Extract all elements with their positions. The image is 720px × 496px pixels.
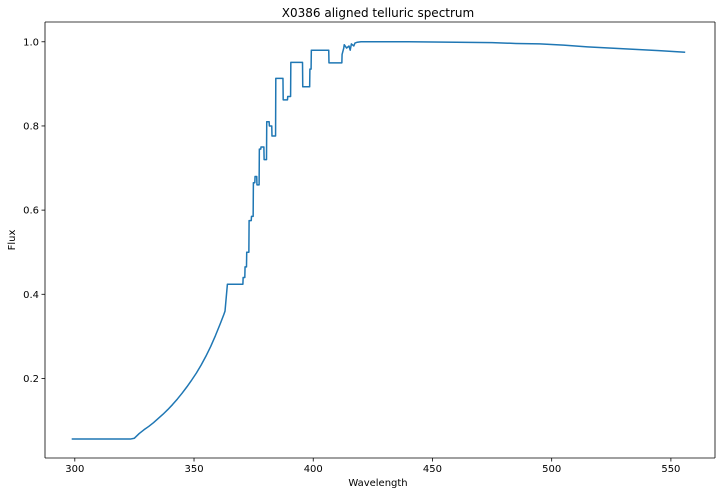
x-tick-label: 550 bbox=[661, 464, 680, 475]
y-axis-ticks: 0.2 0.4 0.6 0.8 1.0 bbox=[23, 37, 45, 385]
series-line bbox=[71, 41, 686, 440]
x-tick-label: 300 bbox=[65, 464, 84, 475]
x-tick-label: 500 bbox=[542, 464, 561, 475]
plot-area: 300 350 400 450 500 550 0.2 0.4 0.6 0.8 1.0 bbox=[23, 21, 716, 475]
y-tick-label: 0.4 bbox=[23, 290, 39, 301]
axes-frame bbox=[44, 21, 716, 459]
y-tick-label: 0.2 bbox=[23, 374, 39, 385]
series-layer bbox=[71, 41, 686, 440]
y-tick-label: 0.8 bbox=[23, 121, 39, 132]
y-tick-label: 0.6 bbox=[23, 206, 39, 217]
x-axis-label: Wavelength bbox=[348, 478, 407, 489]
x-tick-label: 350 bbox=[184, 464, 203, 475]
chart-title: X0386 aligned telluric spectrum bbox=[282, 6, 474, 20]
x-tick-label: 400 bbox=[304, 464, 323, 475]
y-axis-label: Flux bbox=[7, 230, 18, 251]
plot-background bbox=[45, 22, 715, 458]
y-tick-label: 1.0 bbox=[23, 37, 39, 48]
x-tick-label: 450 bbox=[423, 464, 442, 475]
x-axis-ticks: 300 350 400 450 500 550 bbox=[65, 458, 680, 475]
